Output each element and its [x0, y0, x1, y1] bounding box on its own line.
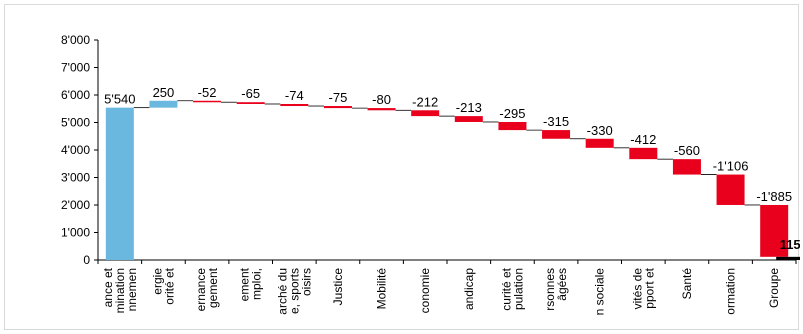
- x-tick-label: arché du: [275, 268, 289, 315]
- data-label: -213: [456, 100, 482, 115]
- x-tick-label: âgées: [555, 268, 569, 301]
- y-tick-label: 4'000: [61, 143, 90, 157]
- x-tick-label-group: Justice: [331, 268, 345, 306]
- x-tick-label-group: andicap: [462, 268, 476, 310]
- data-label: 5'540: [104, 92, 135, 107]
- x-tick-label: ergie: [150, 268, 164, 295]
- x-tick-label-group: n sociale: [593, 268, 607, 316]
- y-tick-label: 2'000: [61, 198, 90, 212]
- bar-10: [498, 121, 527, 131]
- bar-2: [149, 100, 178, 108]
- data-label: -315: [543, 114, 569, 129]
- data-label: -412: [630, 132, 656, 147]
- data-label: -1'885: [756, 189, 792, 204]
- x-tick-label: rsonnes: [543, 268, 557, 311]
- x-tick-label: pport et: [642, 267, 656, 308]
- bar-6: [323, 106, 352, 109]
- data-label: -295: [499, 106, 525, 121]
- data-label: -560: [674, 143, 700, 158]
- data-label: -330: [587, 123, 613, 138]
- x-tick-label: conomie: [418, 268, 432, 314]
- x-tick-label: n sociale: [593, 268, 607, 316]
- x-tick-label: Justice: [331, 268, 345, 306]
- bar-4: [236, 102, 265, 104]
- x-tick-label-group: Groupe: [767, 268, 781, 308]
- data-label: -65: [241, 86, 260, 101]
- x-tick-label: pulation: [511, 268, 525, 310]
- y-tick-label: 6'000: [61, 88, 90, 102]
- bar-9: [454, 116, 483, 122]
- x-tick-label-group: Mobilité: [375, 268, 389, 310]
- bar-12: [585, 138, 614, 148]
- bar-total: [776, 256, 800, 260]
- y-tick-label: 7'000: [61, 61, 90, 75]
- x-tick-label: e, sports: [287, 268, 301, 314]
- x-tick-label: mination: [113, 268, 127, 313]
- x-tick-label: ernance: [194, 268, 208, 312]
- x-tick-label-group: ormation: [724, 268, 738, 315]
- bar-1: [105, 107, 134, 261]
- bar-11: [542, 130, 571, 139]
- y-tick-label: 1'000: [61, 226, 90, 240]
- data-label: 250: [153, 85, 175, 100]
- x-tick-label: ance et: [101, 267, 115, 307]
- bar-5: [280, 103, 309, 107]
- x-tick-label-group: Santé: [680, 268, 694, 300]
- x-tick-label: andicap: [462, 268, 476, 310]
- x-tick-label: Groupe: [767, 268, 781, 308]
- x-tick-label-group: conomie: [418, 268, 432, 314]
- bar-16: [760, 204, 789, 257]
- bar-3: [193, 100, 222, 103]
- bar-13: [629, 147, 658, 160]
- y-tick-label: 5'000: [61, 116, 90, 130]
- data-label: -52: [198, 85, 217, 100]
- bar-7: [367, 108, 396, 111]
- y-tick-label: 3'000: [61, 171, 90, 185]
- x-tick-label: curité et: [499, 267, 513, 310]
- data-label: -80: [372, 92, 391, 107]
- y-tick-label: 8'000: [61, 33, 90, 47]
- bar-8: [411, 110, 440, 117]
- x-tick-label: ement: [238, 267, 252, 301]
- x-tick-label: ormation: [724, 268, 738, 315]
- data-label: -74: [285, 88, 304, 103]
- data-label: -1'106: [713, 159, 749, 174]
- bar-14: [672, 159, 701, 175]
- waterfall-chart: 0 1'000 2'000 3'000 4'000 5'000 6'000 7'000 8'00…: [61, 33, 800, 316]
- x-tick-label: Mobilité: [375, 268, 389, 310]
- x-tick-label: orité et: [162, 267, 176, 304]
- x-tick-label: Santé: [680, 268, 694, 300]
- x-tick-label: vités de: [630, 268, 644, 310]
- x-tick-label: mploi,: [250, 268, 264, 300]
- y-tick-label: 0: [83, 253, 90, 267]
- x-tick-label: gement: [206, 267, 220, 308]
- x-tick-label: nnemen: [125, 268, 139, 311]
- x-tick-label: oisirs: [299, 268, 313, 296]
- chart-frame: 0 1'000 2'000 3'000 4'000 5'000 6'000 7'000 8'00…: [4, 4, 800, 330]
- data-label: -212: [412, 94, 438, 109]
- data-label: -75: [329, 90, 348, 105]
- data-label-total: 115: [780, 237, 800, 252]
- bar-15: [716, 174, 745, 205]
